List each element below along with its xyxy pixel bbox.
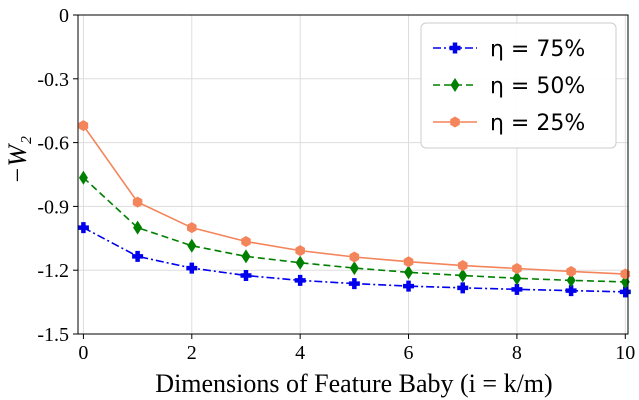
data-point	[187, 222, 197, 234]
data-point	[457, 282, 469, 294]
legend-label: η = 25%	[490, 111, 585, 136]
x-axis-title: Dimensions of Feature Baby (i = k/m)	[155, 369, 552, 398]
data-point	[511, 283, 523, 295]
plot-frame	[77, 14, 629, 335]
legend-entry-1: η = 75%	[433, 37, 585, 62]
x-axis-title-text: Dimensions of Feature Baby (i = k/m)	[155, 369, 552, 398]
legend-marker	[450, 116, 460, 128]
legend-label: η = 75%	[490, 37, 585, 62]
legend-marker	[450, 78, 460, 92]
data-point	[78, 120, 89, 132]
y-tick-label: -0.6	[37, 133, 69, 155]
series-2	[78, 170, 630, 289]
data-point	[404, 265, 414, 280]
x-tick-label: 0	[78, 342, 88, 364]
data-point	[566, 273, 576, 288]
x-tick-label: 10	[615, 342, 635, 364]
y-axis-title-text: −W₂	[3, 136, 32, 184]
data-point	[132, 250, 144, 262]
data-point	[241, 235, 251, 247]
data-point	[619, 286, 631, 298]
data-point	[458, 268, 468, 283]
x-tick-label: 6	[404, 342, 414, 364]
plot-area	[77, 120, 631, 298]
data-point	[349, 251, 360, 263]
y-axis-title: −W₂	[3, 136, 32, 184]
data-point	[77, 222, 89, 234]
y-tick-label: -0.3	[37, 69, 69, 91]
y-tick-label: 0	[59, 5, 69, 27]
data-point	[512, 271, 522, 286]
x-tick-label: 8	[512, 342, 522, 364]
axis-ticks: 0 2 4 6 8 10 0 -0.3 -0.6 -0.9 -1.2 -1.5	[37, 5, 635, 364]
y-tick-label: -0.9	[37, 196, 69, 218]
series-1	[77, 222, 631, 298]
legend-entry-2: η = 50%	[433, 74, 585, 99]
data-point	[295, 245, 305, 257]
data-point	[348, 278, 360, 290]
data-point	[403, 256, 414, 268]
data-point	[132, 196, 143, 208]
series-line	[83, 226, 626, 293]
data-point	[565, 285, 577, 297]
data-point	[403, 280, 415, 292]
legend-label: η = 50%	[490, 74, 585, 99]
legend-marker	[449, 42, 461, 54]
data-point	[566, 265, 576, 277]
x-tick-label: 2	[187, 342, 197, 364]
data-point	[294, 274, 306, 286]
data-point	[295, 255, 305, 270]
data-point	[240, 270, 252, 282]
data-point	[512, 263, 522, 274]
legend-box	[420, 22, 617, 149]
legend-entry-3: η = 25%	[433, 111, 585, 136]
y-tick-label: -1.5	[37, 324, 69, 346]
data-point	[186, 262, 198, 274]
data-point	[78, 170, 88, 185]
data-point	[457, 260, 468, 272]
y-tick-label: -1.2	[37, 260, 69, 282]
data-point	[349, 261, 359, 276]
x-tick-label: 4	[295, 342, 305, 364]
series-line	[82, 177, 626, 283]
data-point	[187, 238, 197, 253]
data-point	[133, 220, 143, 235]
data-point	[241, 249, 251, 264]
legend: η = 75% η = 50% η = 25%	[420, 22, 617, 149]
